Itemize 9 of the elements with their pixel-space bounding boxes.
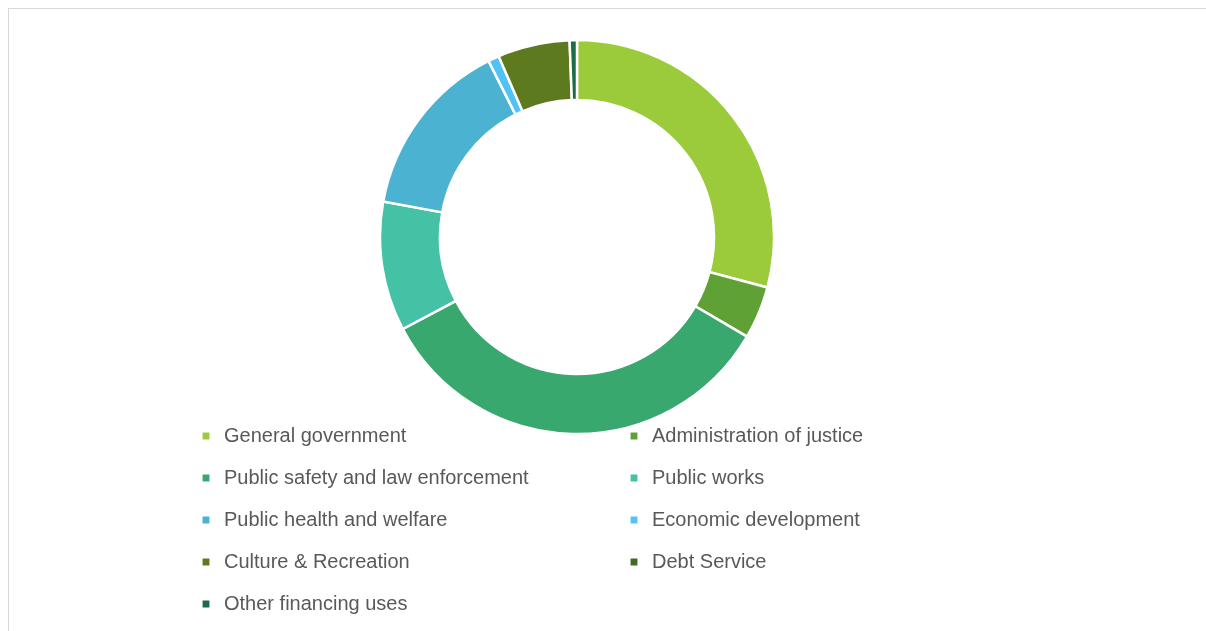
legend-label: Public works: [652, 466, 765, 488]
legend-label: Other financing uses: [224, 592, 408, 614]
legend-label: Debt Service: [652, 550, 767, 572]
legend-label: General government: [224, 424, 407, 446]
legend-label: Culture & Recreation: [224, 550, 410, 572]
legend-label: Public safety and law enforcement: [224, 466, 530, 488]
legend-label: Administration of justice: [652, 424, 864, 446]
legend-label: Public health and welfare: [224, 508, 448, 530]
legend-label: Economic development: [652, 508, 861, 530]
